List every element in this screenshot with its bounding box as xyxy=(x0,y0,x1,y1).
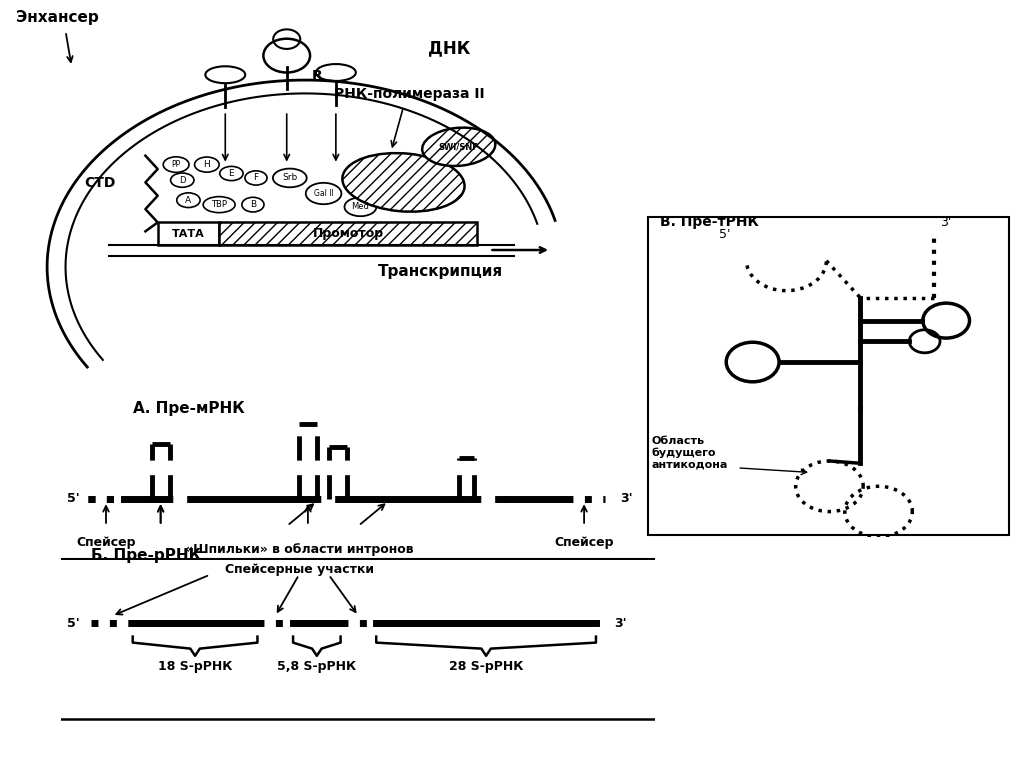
Text: Энхансер: Энхансер xyxy=(16,10,99,25)
Text: 5': 5' xyxy=(68,617,80,630)
Text: Область
будущего
антикодона: Область будущего антикодона xyxy=(651,436,728,469)
Text: R: R xyxy=(311,69,322,83)
Text: PP: PP xyxy=(171,160,181,169)
Text: Промотор: Промотор xyxy=(312,227,384,240)
Ellipse shape xyxy=(342,153,465,212)
Text: Med: Med xyxy=(351,202,370,212)
Text: 3': 3' xyxy=(613,617,627,630)
Text: ДНК: ДНК xyxy=(428,39,470,58)
Text: Спейсер: Спейсер xyxy=(554,536,613,549)
Text: Транскрипция: Транскрипция xyxy=(378,264,503,279)
Text: 18 S-рРНК: 18 S-рРНК xyxy=(158,660,232,673)
Text: E: E xyxy=(228,169,234,178)
Text: 5': 5' xyxy=(719,228,730,241)
FancyBboxPatch shape xyxy=(158,222,219,245)
Text: В. Пре-тРНК: В. Пре-тРНК xyxy=(660,216,760,229)
Text: CTD: CTD xyxy=(84,176,116,190)
Text: РНК-полимераза II: РНК-полимераза II xyxy=(334,87,485,101)
Text: Спейсер: Спейсер xyxy=(76,536,136,549)
Text: Gal II: Gal II xyxy=(313,189,334,198)
Text: Б. Пре-рРНК: Б. Пре-рРНК xyxy=(91,548,202,563)
Text: А. Пре-мРНК: А. Пре-мРНК xyxy=(133,401,245,416)
Text: B: B xyxy=(250,200,256,209)
Ellipse shape xyxy=(422,127,496,166)
Text: D: D xyxy=(179,176,185,185)
Text: 3': 3' xyxy=(940,216,951,229)
Text: SWI/SNF: SWI/SNF xyxy=(439,143,478,151)
Text: ТАТА: ТАТА xyxy=(172,229,205,239)
Text: 3': 3' xyxy=(620,492,633,505)
Text: F: F xyxy=(253,173,259,183)
FancyBboxPatch shape xyxy=(219,222,477,245)
Text: Спейсерные участки: Спейсерные участки xyxy=(224,564,374,577)
Text: 28 S-рРНК: 28 S-рРНК xyxy=(449,660,523,673)
Text: TBP: TBP xyxy=(211,200,227,209)
Text: H: H xyxy=(204,160,210,169)
Text: 5': 5' xyxy=(68,492,80,505)
FancyBboxPatch shape xyxy=(648,217,1010,535)
Text: Srb: Srb xyxy=(283,173,297,183)
Text: 5,8 S-рРНК: 5,8 S-рРНК xyxy=(278,660,356,673)
Text: «Шпильки» в области интронов: «Шпильки» в области интронов xyxy=(184,543,414,556)
Text: A: A xyxy=(185,196,191,205)
